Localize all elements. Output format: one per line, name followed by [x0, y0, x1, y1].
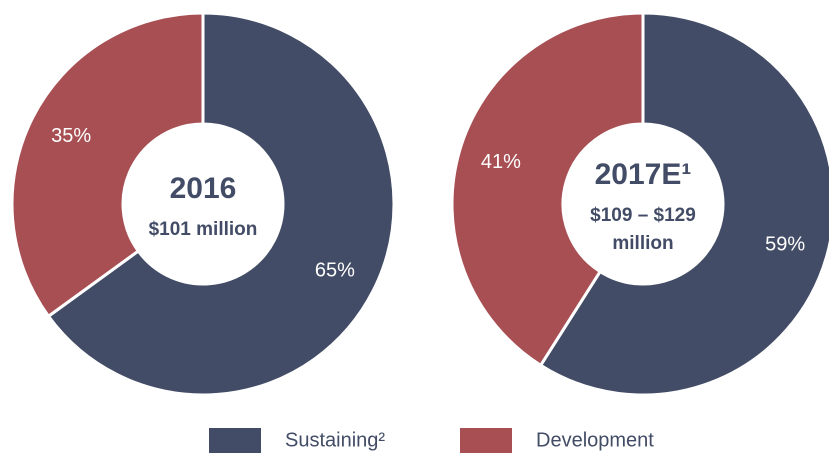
donut-slice — [538, 11, 829, 397]
center-title: 2016 — [170, 172, 237, 205]
legend-label: Development — [536, 429, 654, 451]
legend-swatch — [460, 428, 512, 453]
data-label: 35% — [51, 125, 91, 147]
data-label: 41% — [481, 151, 521, 173]
donut-slice — [450, 11, 645, 368]
center-subtitle: $101 million — [149, 219, 258, 240]
donut-slice — [10, 11, 205, 319]
legend-label: Sustaining² — [285, 429, 385, 451]
legend-swatch — [209, 428, 261, 453]
donut-slice — [46, 11, 396, 397]
center-subtitle: million — [612, 233, 673, 254]
data-label: 59% — [765, 234, 805, 256]
center-subtitle: $109 – $129 — [590, 205, 696, 226]
data-label: 65% — [315, 259, 355, 281]
center-title: 2017E¹ — [595, 158, 692, 191]
